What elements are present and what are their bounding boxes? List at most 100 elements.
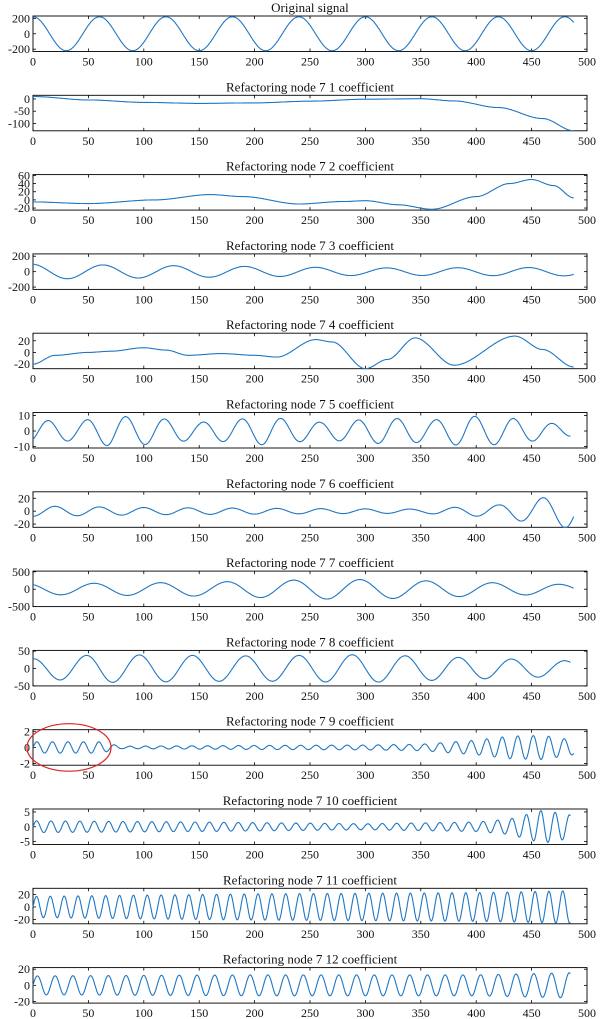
signal-line	[33, 497, 575, 528]
x-tick-label: 350	[412, 292, 430, 306]
y-tick-label: 0	[24, 193, 30, 207]
signal-line	[32, 263, 574, 280]
y-tick-label: 20	[18, 334, 30, 348]
x-tick-label: 50	[82, 372, 94, 386]
y-tick-label: 50	[18, 644, 30, 658]
x-tick-label: 200	[246, 134, 264, 148]
x-tick-label: 400	[467, 292, 485, 306]
y-tick-label: 0	[24, 92, 30, 106]
y-tick-label: 0	[24, 27, 30, 41]
x-tick-label: 250	[301, 1006, 319, 1019]
x-tick-label: 500	[578, 530, 596, 544]
x-tick-label: 350	[412, 213, 430, 227]
x-tick-label: 250	[301, 292, 319, 306]
x-tick-label: 100	[135, 927, 153, 941]
y-tick-label: 5	[24, 805, 30, 819]
signal-line	[32, 890, 571, 924]
x-tick-label: 450	[523, 689, 541, 703]
signal-line	[32, 654, 571, 683]
plot-frame	[32, 967, 588, 1004]
signal-line	[33, 95, 574, 132]
x-tick-label: 350	[412, 55, 430, 69]
x-tick-label: 450	[523, 1006, 541, 1019]
y-tick-label: 200	[12, 249, 30, 263]
x-tick-label: 100	[135, 689, 153, 703]
x-tick-label: 0	[30, 292, 36, 306]
x-tick-label: 50	[82, 1006, 94, 1019]
y-tick-label: 0	[24, 265, 30, 279]
x-tick-label: 0	[30, 610, 36, 624]
y-tick-label: 20	[18, 888, 30, 902]
x-tick-label: 0	[30, 55, 36, 69]
plot-frame	[32, 253, 588, 290]
x-tick-label: 500	[578, 55, 596, 69]
highlight-ellipse	[26, 723, 112, 772]
x-tick-label: 450	[523, 55, 541, 69]
x-tick-label: 400	[467, 213, 485, 227]
x-tick-label: 450	[523, 610, 541, 624]
x-tick-label: 350	[412, 689, 430, 703]
x-tick-label: 400	[467, 689, 485, 703]
y-tick-label: -50	[14, 104, 30, 118]
y-tick-label: -200	[8, 42, 30, 56]
y-tick-label: 20	[18, 962, 30, 976]
x-tick-label: 500	[578, 610, 596, 624]
signal-line	[32, 734, 575, 761]
x-tick-label: 0	[30, 213, 36, 227]
x-tick-label: 250	[301, 689, 319, 703]
panel-title: Refactoring node 7 2 coefficient	[226, 159, 394, 174]
x-tick-label: 0	[30, 768, 36, 782]
x-tick-label: 400	[467, 927, 485, 941]
x-tick-label: 300	[356, 134, 374, 148]
x-tick-label: 200	[246, 213, 264, 227]
x-tick-label: 50	[82, 451, 94, 465]
x-tick-label: 100	[135, 768, 153, 782]
x-tick-label: 500	[578, 451, 596, 465]
x-tick-label: 150	[190, 689, 208, 703]
x-tick-label: 200	[246, 530, 264, 544]
panel-title: Refactoring node 7 7 coefficient	[226, 555, 394, 570]
x-tick-label: 0	[30, 689, 36, 703]
x-tick-label: 0	[30, 927, 36, 941]
x-tick-label: 100	[135, 530, 153, 544]
x-tick-label: 500	[578, 927, 596, 941]
x-tick-label: 150	[190, 372, 208, 386]
y-tick-label: -2	[20, 757, 30, 771]
x-tick-label: 100	[135, 55, 153, 69]
x-tick-label: 150	[190, 451, 208, 465]
x-tick-label: 500	[578, 292, 596, 306]
x-tick-label: 500	[578, 768, 596, 782]
x-tick-label: 500	[578, 1006, 596, 1019]
x-tick-label: 50	[82, 689, 94, 703]
x-tick-label: 50	[82, 848, 94, 862]
x-tick-label: 450	[523, 768, 541, 782]
x-tick-label: 350	[412, 768, 430, 782]
x-tick-label: 250	[301, 848, 319, 862]
x-tick-label: 150	[190, 292, 208, 306]
x-tick-label: 100	[135, 372, 153, 386]
y-tick-label: -20	[14, 517, 30, 531]
signal-line	[33, 16, 575, 52]
x-tick-label: 150	[190, 927, 208, 941]
x-tick-label: 350	[412, 134, 430, 148]
x-tick-label: 450	[523, 134, 541, 148]
x-tick-label: 100	[135, 451, 153, 465]
y-tick-label: -20	[14, 994, 30, 1008]
x-tick-label: 150	[190, 768, 208, 782]
y-tick-label: 0	[24, 900, 30, 914]
signal-line	[33, 335, 574, 370]
x-tick-label: 400	[467, 134, 485, 148]
y-tick-label: 0	[24, 504, 30, 518]
x-tick-label: 300	[356, 451, 374, 465]
x-tick-label: 350	[412, 1006, 430, 1019]
panel-title: Refactoring node 7 12 coefficient	[223, 952, 398, 967]
x-tick-label: 200	[246, 1006, 264, 1019]
panel-title: Original signal	[271, 0, 349, 15]
x-tick-label: 200	[246, 848, 264, 862]
x-tick-label: 300	[356, 927, 374, 941]
x-tick-label: 300	[356, 372, 374, 386]
panel-title: Refactoring node 7 10 coefficient	[223, 793, 398, 808]
y-tick-label: -200	[8, 280, 30, 294]
panel-title: Refactoring node 7 4 coefficient	[226, 317, 394, 332]
